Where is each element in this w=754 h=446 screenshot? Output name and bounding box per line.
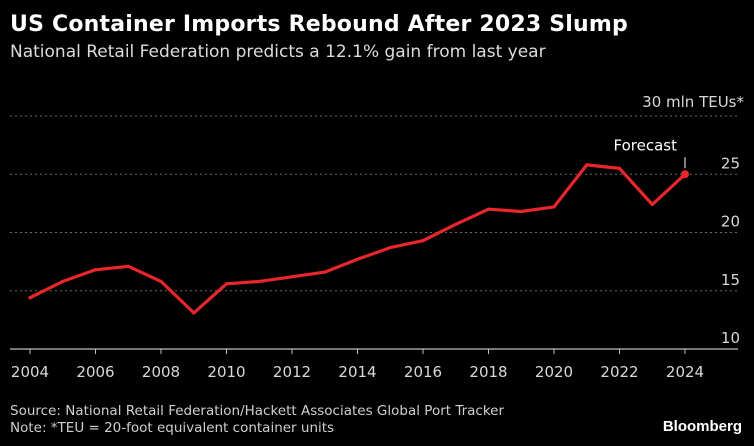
annotations: Forecast xyxy=(614,136,689,179)
data-point xyxy=(61,279,65,284)
data-point xyxy=(126,264,130,268)
data-point xyxy=(290,275,294,279)
line-chart: 10 15 20 25 2004 2006 2008 2010 2012 2014 2016 201… xyxy=(10,93,744,381)
data-point xyxy=(28,296,32,300)
x-tick-label: 2010 xyxy=(207,363,245,381)
source-note: Source: National Retail Federation/Hacke… xyxy=(10,403,504,437)
data-point xyxy=(257,279,261,284)
data-point xyxy=(617,166,622,171)
y-axis-unit-label: 30 mln TEUs* xyxy=(642,93,744,111)
data-points xyxy=(28,163,687,315)
x-tick-label: 2008 xyxy=(142,363,180,381)
data-point xyxy=(159,279,163,284)
forecast-marker xyxy=(681,170,689,179)
x-tick-label: 2004 xyxy=(11,363,49,381)
data-point xyxy=(486,207,491,211)
gridlines xyxy=(10,115,738,350)
note-text: Note: *TEU = 20-foot equivalent containe… xyxy=(10,420,335,436)
x-tick-label: 2018 xyxy=(469,363,507,381)
data-point xyxy=(388,246,392,250)
data-point xyxy=(355,257,360,261)
chart-subtitle: National Retail Federation predicts a 12… xyxy=(10,42,546,62)
x-tick-label: 2014 xyxy=(338,363,376,381)
data-point xyxy=(421,239,425,243)
y-tick-label: 15 xyxy=(721,271,740,289)
x-tick-label: 2016 xyxy=(404,363,442,381)
data-point xyxy=(224,282,229,286)
y-tick-labels: 10 15 20 25 xyxy=(721,154,740,347)
y-tick-label: 25 xyxy=(721,154,740,172)
data-point xyxy=(93,268,98,272)
chart-title: US Container Imports Rebound After 2023 … xyxy=(10,12,628,37)
data-point xyxy=(454,222,458,226)
x-tick-label: 2006 xyxy=(76,363,114,381)
annotation-label: Forecast xyxy=(614,136,678,154)
data-point xyxy=(585,163,589,167)
x-tick-label: 2012 xyxy=(273,363,311,381)
data-point xyxy=(650,202,654,207)
bloomberg-logo: Bloomberg xyxy=(662,418,742,435)
x-tick-label: 2020 xyxy=(535,363,573,381)
source-text: Source: National Retail Federation/Hacke… xyxy=(10,403,505,419)
data-point xyxy=(192,311,196,315)
x-tick-labels: 2004 2006 2008 2010 2012 2014 2016 2018 2020 2022… xyxy=(11,349,704,381)
data-point xyxy=(519,209,523,214)
y-tick-label: 20 xyxy=(721,213,740,231)
x-tick-label: 2024 xyxy=(666,363,704,381)
y-tick-label: 10 xyxy=(721,329,740,347)
data-point xyxy=(552,205,556,209)
data-point xyxy=(323,270,327,274)
x-tick-label: 2022 xyxy=(600,363,638,381)
